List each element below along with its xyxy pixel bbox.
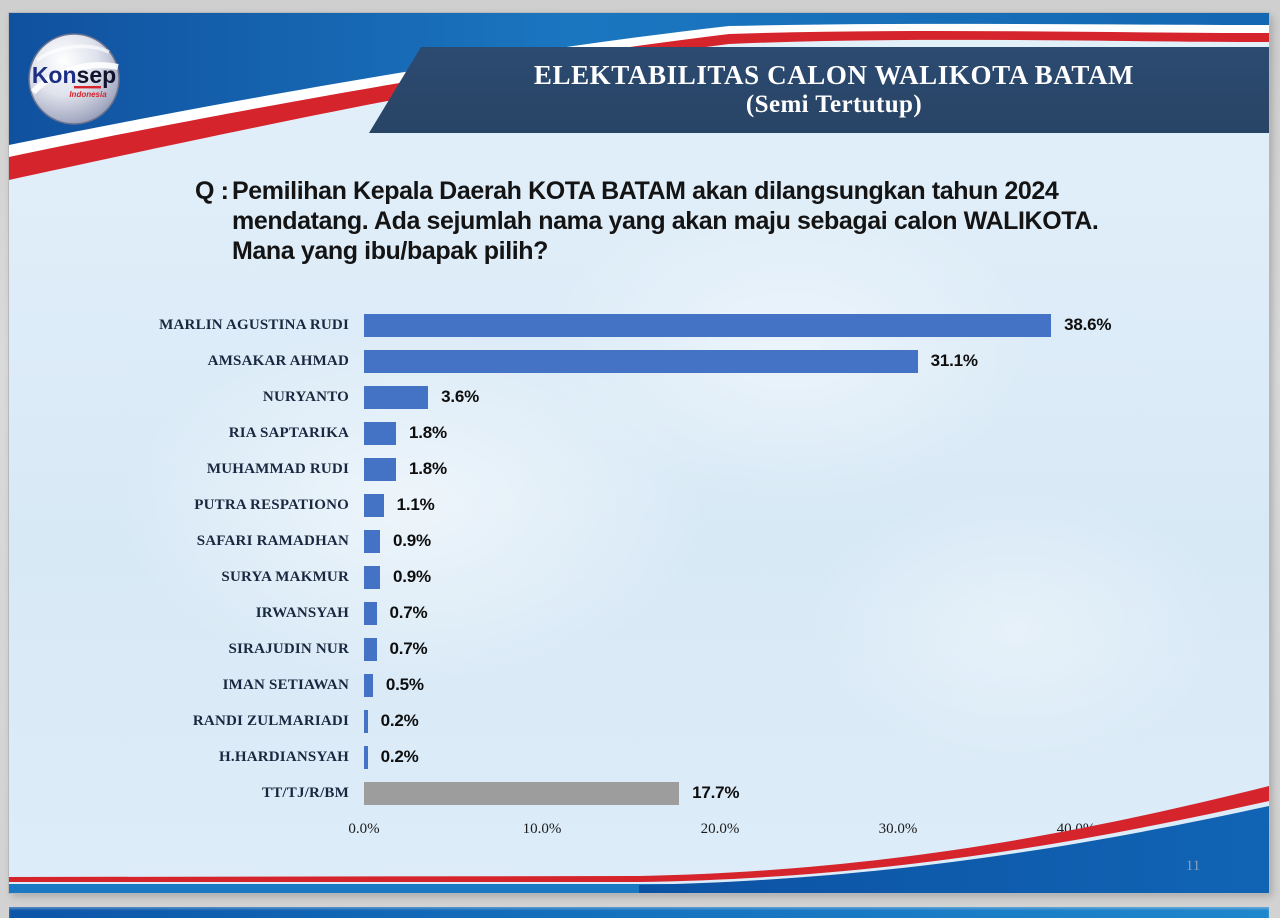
question-line1: Pemilihan Kepala Daerah KOTA BATAM akan … <box>232 177 1059 205</box>
bar <box>364 385 429 409</box>
category-label: SURYA MAKMUR <box>221 568 349 585</box>
question-line2: mendatang. Ada sejumlah nama yang akan m… <box>232 207 1099 235</box>
value-label: 0.9% <box>393 567 431 586</box>
logo-swoosh <box>30 62 119 95</box>
x-tick-label: 30.0% <box>878 821 918 837</box>
chart-row: MARLIN AGUSTINA RUDI 38.6% <box>9 307 1269 343</box>
x-tick-label: 10.0% <box>522 821 562 837</box>
chart-row: NURYANTO 3.6% <box>9 379 1269 415</box>
category-label: MUHAMMAD RUDI <box>206 460 349 477</box>
slide-title-line1: ELEKTABILITAS CALON WALIKOTA BATAM <box>533 60 1135 91</box>
konsep-logo: Konsep Indonesia <box>28 33 120 125</box>
value-label: 1.1% <box>396 495 435 514</box>
chart-row: SAFARI RAMADHAN 0.9% <box>9 523 1269 559</box>
value-label: 0.2% <box>380 747 419 766</box>
x-tick-label: 0.0% <box>348 821 380 837</box>
question-prefix: Q : <box>195 177 229 205</box>
value-label: 31.1% <box>930 351 978 370</box>
bar <box>364 457 396 481</box>
footer-ribbon-red <box>9 786 1269 882</box>
slide-title-line2: (Semi Tertutup) <box>745 91 923 119</box>
value-label: 17.7% <box>692 783 740 802</box>
chart-row: SIRAJUDIN NUR 0.7% <box>9 631 1269 667</box>
category-label: TT/TJ/R/BM <box>261 784 349 801</box>
category-label: RIA SAPTARIKA <box>228 424 349 441</box>
bar <box>364 673 373 697</box>
logo-sphere <box>28 33 120 125</box>
value-label: 3.6% <box>441 387 480 406</box>
bar <box>364 637 377 661</box>
chart-row: MUHAMMAD RUDI 1.8% <box>9 451 1269 487</box>
category-label: AMSAKAR AHMAD <box>207 352 349 369</box>
chart-row: PUTRA RESPATIONO 1.1% <box>9 487 1269 523</box>
page-number: 11 <box>1185 858 1201 874</box>
value-label: 0.7% <box>389 639 428 658</box>
chart-row: IMAN SETIAWAN 0.5% <box>9 667 1269 703</box>
category-label: SIRAJUDIN NUR <box>228 640 349 657</box>
bar <box>364 421 396 445</box>
logo-subtitle: Indonesia <box>69 90 107 99</box>
question-block: Q : Pemilihan Kepala Daerah KOTA BATAM a… <box>195 176 1115 266</box>
question-text: Pemilihan Kepala Daerah KOTA BATAM akan … <box>232 176 1099 266</box>
chart-row: AMSAKAR AHMAD 31.1% <box>9 343 1269 379</box>
logo-underline <box>74 86 101 89</box>
category-label: H.HARDIANSYAH <box>219 748 349 765</box>
logo-wordmark: Konsep <box>32 62 116 88</box>
footer-wave-graphic <box>9 786 1269 893</box>
x-tick-label: 20.0% <box>700 821 740 837</box>
chart-row: IRWANSYAH 0.7% <box>9 595 1269 631</box>
chart-row: TT/TJ/R/BM 17.7% <box>9 775 1269 811</box>
bar <box>364 781 680 805</box>
value-label: 38.6% <box>1064 315 1112 334</box>
category-label: RANDI ZULMARIADI <box>192 712 349 729</box>
value-label: 0.9% <box>393 531 431 550</box>
question-line3: Mana yang ibu/bapak pilih? <box>232 237 549 265</box>
bar <box>364 529 380 553</box>
chart-row: RIA SAPTARIKA 1.8% <box>9 415 1269 451</box>
chart-row: H.HARDIANSYAH 0.2% <box>9 739 1269 775</box>
title-banner: ELEKTABILITAS CALON WALIKOTA BATAM (Semi… <box>369 47 1269 133</box>
bar <box>364 349 918 373</box>
category-label: SAFARI RAMADHAN <box>196 532 349 549</box>
header-blue-band <box>9 13 1269 145</box>
category-label: PUTRA RESPATIONO <box>194 496 349 513</box>
slide: ELEKTABILITAS CALON WALIKOTA BATAM (Semi… <box>9 13 1269 893</box>
bar <box>364 709 368 733</box>
value-label: 0.2% <box>380 711 419 730</box>
value-label: 1.8% <box>409 459 447 478</box>
bar <box>364 565 380 589</box>
bar <box>364 493 384 517</box>
header-swoosh-graphic <box>9 13 1269 180</box>
bar <box>364 745 368 769</box>
chart-row: SURYA MAKMUR 0.9% <box>9 559 1269 595</box>
logo-swoosh-2 <box>35 44 110 62</box>
category-label: IRWANSYAH <box>255 604 349 621</box>
value-label: 1.8% <box>409 423 447 442</box>
category-label: NURYANTO <box>262 388 349 405</box>
chart-x-axis: 0.0% 10.0% 20.0% 30.0% 40.0% <box>9 821 1269 841</box>
footer-wave-dark <box>639 806 1269 893</box>
next-slide-edge <box>9 907 1269 918</box>
category-label: MARLIN AGUSTINA RUDI <box>159 316 349 333</box>
category-label: IMAN SETIAWAN <box>222 676 349 693</box>
bar <box>364 601 377 625</box>
chart-rows: MARLIN AGUSTINA RUDI 38.6% AMSAKAR AHMAD 31… <box>9 307 1269 811</box>
value-label: 0.7% <box>389 603 428 622</box>
value-label: 0.5% <box>385 675 424 694</box>
chart-row: RANDI ZULMARIADI 0.2% <box>9 703 1269 739</box>
bar <box>364 313 1052 337</box>
